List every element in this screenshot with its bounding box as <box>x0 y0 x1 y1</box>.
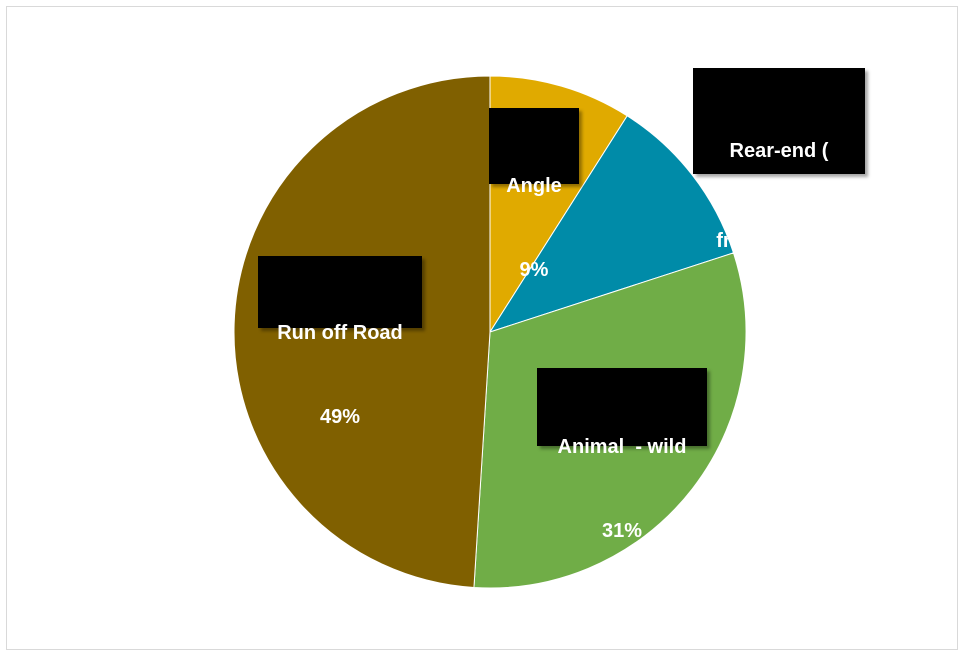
data-label-run-off-road-percent: 49% <box>319 406 361 428</box>
data-label-rear-end-name-line2: front to rear ) <box>716 230 842 252</box>
pie-slice-rear-end-front-to-rear <box>488 115 735 333</box>
data-label-animal-wild-percent: 31% <box>601 520 643 542</box>
data-label-run-off-road: Run off Road 49% <box>258 256 422 428</box>
data-label-rear-end-name-line1: Rear-end ( <box>729 140 829 162</box>
data-label-run-off-road-name: Run off Road <box>277 322 403 344</box>
data-label-angle-name: Angle <box>506 175 562 197</box>
data-label-animal-wild: Animal - wild 31% <box>537 368 707 542</box>
data-label-rear-end-percent: 11% <box>759 320 799 342</box>
data-label-angle-percent: 9% <box>519 259 549 281</box>
data-label-animal-wild-name: Animal - wild <box>557 436 687 458</box>
pie-slice-run-off-road <box>233 75 491 589</box>
data-label-angle: Angle 9% <box>489 108 579 281</box>
data-label-rear-end: Rear-end ( front to rear ) 11% <box>693 68 865 342</box>
